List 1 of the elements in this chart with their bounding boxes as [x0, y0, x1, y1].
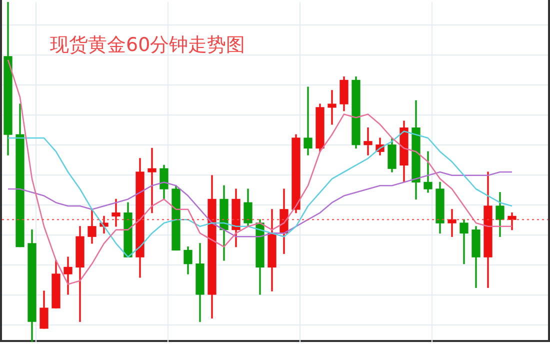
text: 现货黄金60分钟走势图 — [50, 33, 246, 58]
